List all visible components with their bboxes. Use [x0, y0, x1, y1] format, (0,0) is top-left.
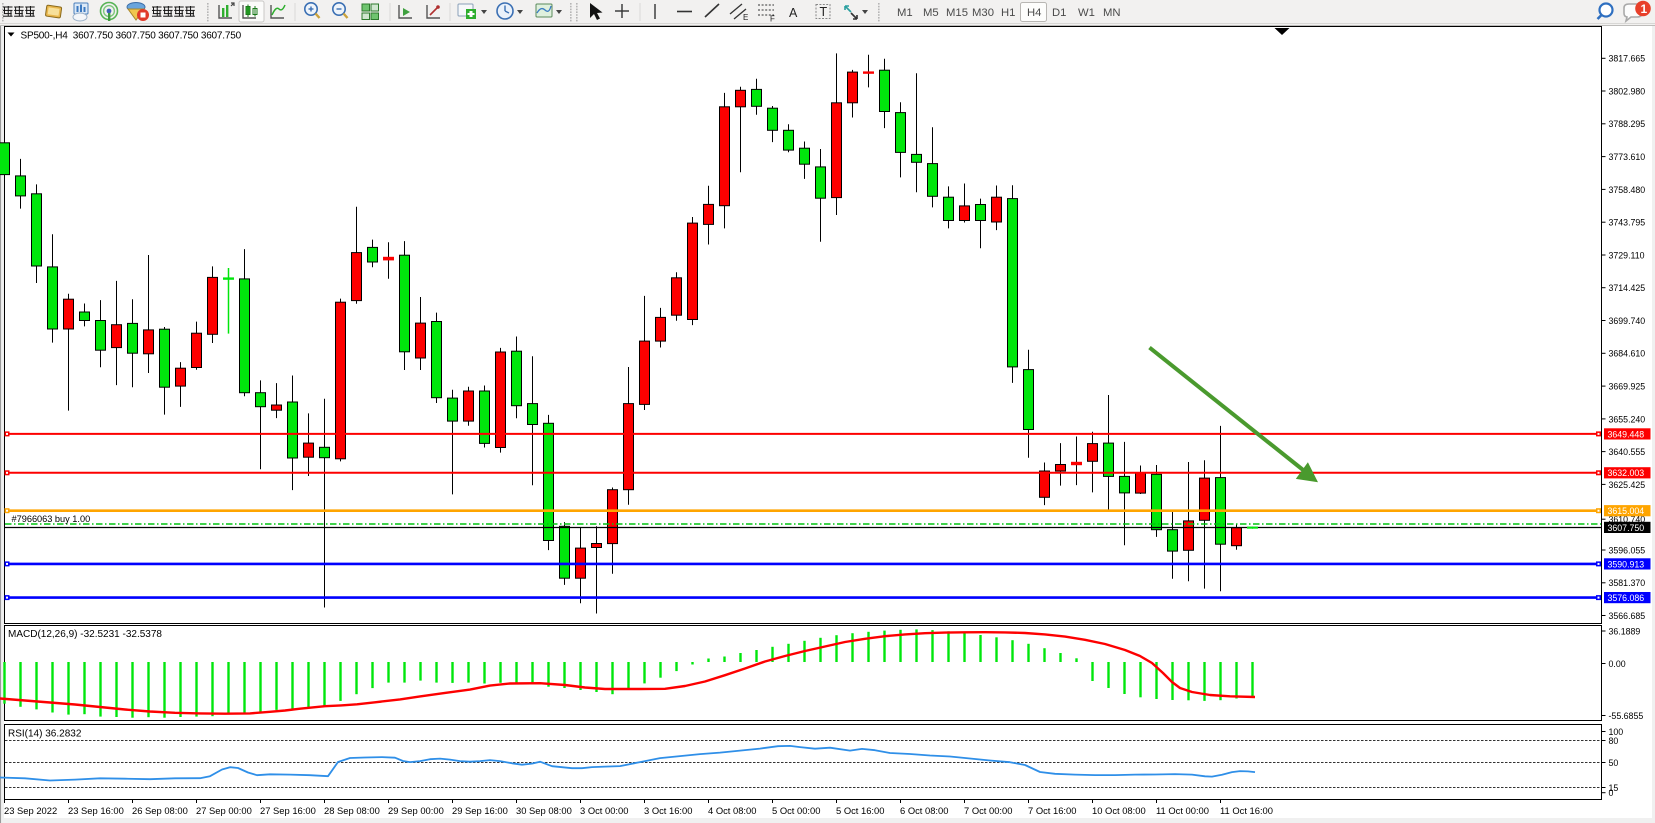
svg-text:M15: M15: [946, 7, 968, 19]
svg-text:29 Sep 16:00: 29 Sep 16:00: [452, 805, 508, 816]
svg-text:3649.448: 3649.448: [1608, 429, 1645, 439]
svg-text:#7966063 buy 1.00: #7966063 buy 1.00: [12, 514, 91, 524]
svg-text:3684.610: 3684.610: [1609, 349, 1646, 359]
svg-text:23 Sep 16:00: 23 Sep 16:00: [68, 805, 124, 816]
svg-text:1: 1: [1641, 2, 1648, 16]
svg-text:30 Sep 08:00: 30 Sep 08:00: [516, 805, 572, 816]
svg-text:T: T: [820, 5, 828, 19]
svg-text:80: 80: [1609, 736, 1619, 746]
svg-text:3743.795: 3743.795: [1609, 218, 1646, 228]
svg-text:50: 50: [1609, 758, 1619, 768]
svg-text:10 Oct 08:00: 10 Oct 08:00: [1092, 805, 1146, 816]
svg-text:H4: H4: [1027, 7, 1041, 19]
svg-text:M1: M1: [897, 7, 913, 19]
svg-text:F: F: [770, 15, 775, 24]
svg-text:100: 100: [1609, 727, 1624, 737]
svg-text:3607.750: 3607.750: [1608, 523, 1645, 533]
svg-text:3655.240: 3655.240: [1609, 414, 1646, 424]
svg-text:3729.110: 3729.110: [1609, 250, 1645, 260]
svg-text:29 Sep 00:00: 29 Sep 00:00: [388, 805, 444, 816]
svg-text:36.1889: 36.1889: [1609, 626, 1641, 636]
svg-text:6 Oct 08:00: 6 Oct 08:00: [900, 805, 948, 816]
svg-text:3615.004: 3615.004: [1608, 506, 1645, 516]
svg-text:M30: M30: [972, 7, 994, 19]
svg-text:3640.555: 3640.555: [1609, 447, 1646, 457]
svg-text:15: 15: [1609, 783, 1619, 793]
svg-text:7 Oct 16:00: 7 Oct 16:00: [1028, 805, 1076, 816]
svg-text:D1: D1: [1052, 7, 1066, 19]
svg-text:W1: W1: [1078, 7, 1095, 19]
svg-text:MN: MN: [1103, 7, 1121, 19]
svg-text:3802.980: 3802.980: [1609, 86, 1646, 96]
svg-text:3699.740: 3699.740: [1609, 316, 1646, 326]
svg-text:7 Oct 00:00: 7 Oct 00:00: [964, 805, 1012, 816]
svg-text:3 Oct 00:00: 3 Oct 00:00: [580, 805, 628, 816]
svg-text:M5: M5: [923, 7, 939, 19]
svg-text:4 Oct 08:00: 4 Oct 08:00: [708, 805, 756, 816]
svg-text:5 Oct 16:00: 5 Oct 16:00: [836, 805, 884, 816]
svg-text:-55.6855: -55.6855: [1609, 711, 1644, 721]
svg-text:A: A: [789, 6, 798, 20]
svg-text:0: 0: [1609, 788, 1614, 798]
svg-text:H1: H1: [1001, 7, 1015, 19]
svg-text:3788.295: 3788.295: [1609, 119, 1646, 129]
svg-text:E: E: [743, 13, 748, 22]
svg-text:3610.740: 3610.740: [1609, 515, 1646, 525]
svg-text:3566.685: 3566.685: [1609, 611, 1646, 621]
svg-text:SP500-,H4 3607.750 3607.750 3: SP500-,H4 3607.750 3607.750 3607.750 360…: [21, 30, 242, 41]
svg-text:11 Oct 00:00: 11 Oct 00:00: [1156, 805, 1209, 816]
svg-text:3 Oct 16:00: 3 Oct 16:00: [644, 805, 692, 816]
svg-text:3590.913: 3590.913: [1608, 559, 1645, 569]
svg-text:0.00: 0.00: [1609, 659, 1626, 669]
svg-text:3714.425: 3714.425: [1609, 283, 1646, 293]
svg-text:27 Sep 00:00: 27 Sep 00:00: [196, 805, 252, 816]
svg-text:26 Sep 08:00: 26 Sep 08:00: [132, 805, 188, 816]
svg-text:5 Oct 00:00: 5 Oct 00:00: [772, 805, 820, 816]
svg-text:3581.370: 3581.370: [1609, 578, 1646, 588]
svg-text:11 Oct 16:00: 11 Oct 16:00: [1220, 805, 1273, 816]
svg-text:3632.003: 3632.003: [1608, 468, 1645, 478]
svg-text:3773.610: 3773.610: [1609, 152, 1646, 162]
svg-text:28 Sep 08:00: 28 Sep 08:00: [324, 805, 380, 816]
svg-text:3625.425: 3625.425: [1609, 480, 1646, 490]
svg-text:MACD(12,26,9) -32.5231 -32.537: MACD(12,26,9) -32.5231 -32.5378: [8, 629, 162, 640]
svg-text:23 Sep 2022: 23 Sep 2022: [4, 805, 57, 816]
svg-text:3669.925: 3669.925: [1609, 382, 1646, 392]
svg-text:3758.480: 3758.480: [1609, 185, 1646, 195]
svg-text:27 Sep 16:00: 27 Sep 16:00: [260, 805, 316, 816]
svg-text:3576.086: 3576.086: [1608, 593, 1645, 603]
svg-text:RSI(14) 36.2832: RSI(14) 36.2832: [8, 729, 82, 740]
svg-text:3817.665: 3817.665: [1609, 54, 1646, 64]
svg-text:3596.055: 3596.055: [1609, 545, 1646, 555]
